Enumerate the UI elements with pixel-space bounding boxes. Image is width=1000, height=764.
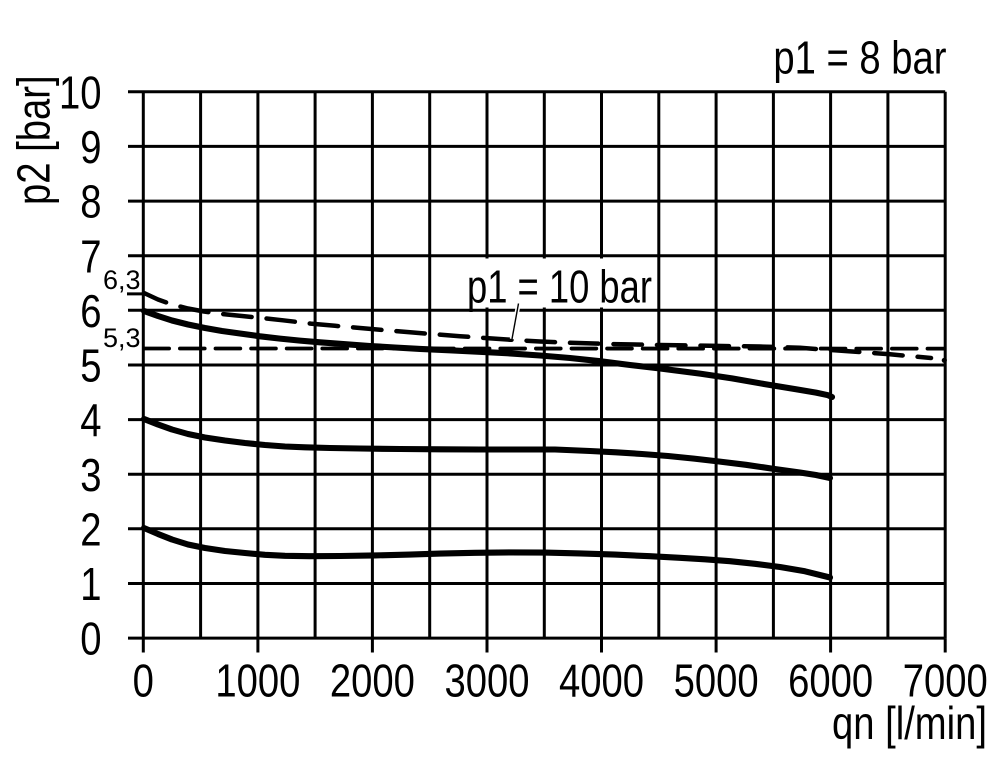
svg-text:1000: 1000 [215,655,300,707]
svg-text:6: 6 [80,285,101,337]
svg-text:0: 0 [80,613,101,665]
svg-text:2000: 2000 [330,655,415,707]
svg-text:p1 = 8 bar: p1 = 8 bar [773,32,946,84]
svg-text:3000: 3000 [444,655,529,707]
svg-text:8: 8 [80,176,101,228]
svg-text:4000: 4000 [559,655,644,707]
svg-text:3: 3 [80,449,101,501]
svg-text:6000: 6000 [788,655,873,707]
svg-text:0: 0 [133,655,154,707]
svg-text:4: 4 [80,395,101,447]
svg-text:9: 9 [80,122,101,174]
svg-text:7: 7 [80,231,101,283]
svg-text:p1 = 10 bar: p1 = 10 bar [467,260,652,312]
svg-text:5000: 5000 [674,655,759,707]
svg-text:7000: 7000 [903,655,988,707]
svg-text:qn [l/min]: qn [l/min] [832,697,987,749]
svg-text:1: 1 [80,559,101,611]
svg-text:10: 10 [59,67,102,119]
svg-text:6,3: 6,3 [103,265,141,295]
svg-text:2: 2 [80,504,101,556]
svg-text:p2 [bar]: p2 [bar] [8,75,60,205]
svg-text:5: 5 [80,340,101,392]
svg-text:5,3: 5,3 [103,323,141,353]
